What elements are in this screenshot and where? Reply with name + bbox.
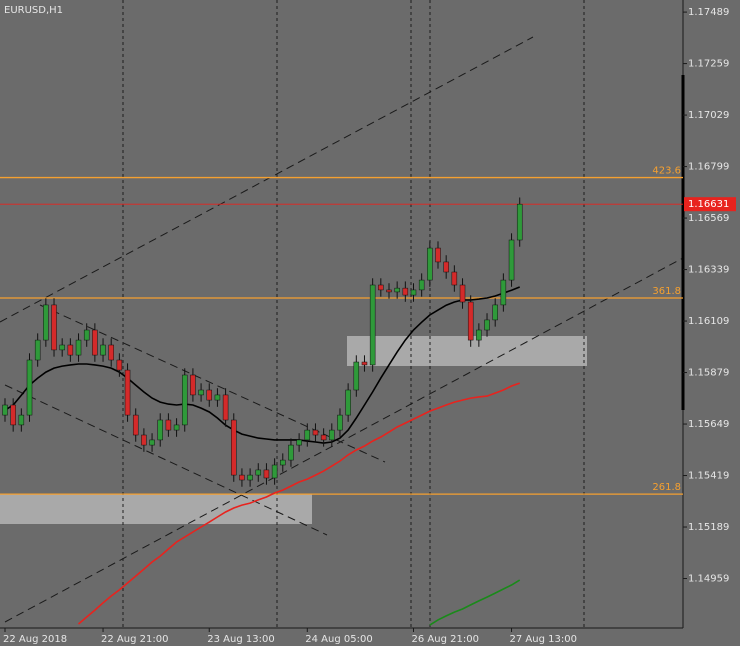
candle-body <box>337 414 343 431</box>
chart-title: EURUSD,H1 <box>4 5 63 16</box>
candle-body <box>157 419 163 441</box>
candle-body <box>451 271 458 286</box>
candle-body <box>386 289 392 293</box>
candle-body <box>427 247 433 281</box>
candle-body <box>476 329 482 341</box>
candle-body <box>271 464 278 479</box>
candle-body <box>435 247 441 263</box>
candle-body <box>83 329 90 341</box>
candle-body <box>288 444 294 461</box>
candle-body <box>43 304 49 341</box>
candle-body <box>467 301 474 341</box>
candle-body <box>247 474 253 481</box>
candle-body <box>345 389 351 416</box>
moving-average <box>4 286 520 444</box>
x-tick-label: 27 Aug 13:00 <box>510 634 577 645</box>
candle-body <box>410 289 417 296</box>
candle-body <box>500 279 507 306</box>
candle-body <box>418 279 425 291</box>
candle-body <box>173 424 180 431</box>
candle-body <box>394 287 400 293</box>
y-tick-label: 1.16339 <box>688 265 729 276</box>
candle-body <box>296 439 302 446</box>
candle-body <box>92 329 98 356</box>
candle-body <box>132 414 139 436</box>
candle-body <box>231 419 237 476</box>
candle-body <box>361 361 368 366</box>
trend-line <box>4 384 328 536</box>
y-tick-label: 1.16109 <box>688 316 729 327</box>
level-label: 261.8 <box>652 482 681 493</box>
y-tick-label: 1.16799 <box>688 162 729 173</box>
candle-body <box>149 439 155 446</box>
zone <box>347 336 587 366</box>
candle-body <box>378 284 384 291</box>
x-tick-label: 26 Aug 21:00 <box>412 634 479 645</box>
candle-body <box>329 429 335 441</box>
candle-body <box>239 474 245 481</box>
x-tick-label: 24 Aug 05:00 <box>305 634 372 645</box>
candle-body <box>459 284 466 303</box>
trend-line <box>0 36 534 323</box>
candle-body <box>280 459 286 466</box>
candle-body <box>108 344 114 361</box>
candle-body <box>181 374 188 426</box>
x-tick-label: 23 Aug 13:00 <box>207 634 274 645</box>
y-tick-label: 1.15879 <box>688 368 729 379</box>
candle-body <box>508 239 515 281</box>
candle-body <box>10 404 16 426</box>
candle-body <box>124 369 131 416</box>
level-label: 423.6 <box>652 166 681 177</box>
y-tick-label: 1.15419 <box>688 471 729 482</box>
candle-body <box>484 319 490 331</box>
candle-body <box>190 374 196 396</box>
trend-line <box>4 257 684 623</box>
last-price-label: 1.16631 <box>688 199 729 210</box>
candle-body <box>67 344 74 356</box>
y-tick-label: 1.15189 <box>688 522 729 533</box>
moving-average <box>77 382 520 625</box>
candle-body <box>255 469 262 476</box>
candle-body <box>206 389 212 401</box>
trend-line <box>39 304 386 463</box>
zone <box>0 494 312 524</box>
candle-body <box>353 361 360 391</box>
candle-body <box>26 359 33 416</box>
candle-body <box>18 414 25 426</box>
candle-body <box>443 261 449 273</box>
y-tick-label: 1.15649 <box>688 419 729 430</box>
y-tick-label: 1.16569 <box>688 213 729 224</box>
candle-body <box>51 304 57 351</box>
last-price-box <box>684 197 736 212</box>
candle-body <box>402 287 409 296</box>
candle-body <box>320 434 327 441</box>
y-tick-label: 1.17489 <box>688 7 729 18</box>
y-tick-label: 1.17029 <box>688 110 729 121</box>
candle-body <box>100 344 106 356</box>
x-tick-label: 22 Aug 2018 <box>3 634 67 645</box>
candle-body <box>312 429 319 436</box>
moving-average <box>429 579 521 626</box>
y-tick-label: 1.17259 <box>688 59 729 70</box>
candle-body <box>492 304 498 321</box>
candle-body <box>369 284 376 366</box>
candle-body <box>516 203 523 241</box>
candle-body <box>165 419 172 431</box>
candle-body <box>214 394 221 401</box>
candle-body <box>222 394 229 421</box>
candle-body <box>116 359 123 371</box>
candle-body <box>59 344 65 351</box>
level-label: 361.8 <box>652 286 681 297</box>
y-tick-label: 1.14959 <box>688 574 729 585</box>
candle-body <box>263 469 270 479</box>
candle-body <box>198 389 204 396</box>
candle-body <box>75 339 82 356</box>
candle-body <box>34 339 41 361</box>
candle-body <box>304 429 311 441</box>
x-tick-label: 22 Aug 21:00 <box>101 634 168 645</box>
candle-body <box>2 404 8 416</box>
candle-body <box>141 434 147 446</box>
